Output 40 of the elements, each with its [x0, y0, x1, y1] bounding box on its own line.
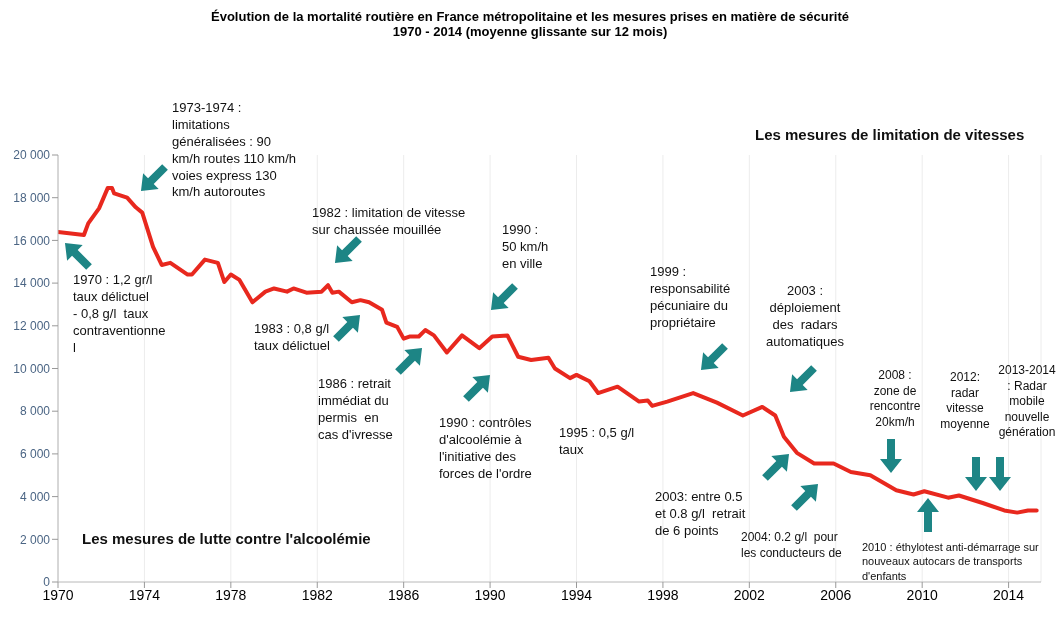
- annotation: 2008 : zone de rencontre 20km/h: [868, 368, 922, 431]
- annotation: 1983 : 0,8 g/l taux délictuel: [254, 321, 330, 355]
- annotation: 1990 : 50 km/h en ville: [502, 222, 549, 273]
- annotation: 1999 : responsabilité pécuniaire du propriétaire: [650, 264, 731, 332]
- y-tick-label: 18 000: [13, 190, 51, 205]
- x-tick-label: 2002: [733, 586, 766, 603]
- annotation: 2010 : éthylotest anti-démarrage sur nouveaux autocars de transports d'enfants: [862, 540, 1039, 583]
- x-tick-label: 1978: [215, 586, 247, 603]
- y-tick-label: 16 000: [13, 233, 51, 248]
- x-tick-label: 2014: [993, 586, 1025, 603]
- y-tick-label: 20 000: [13, 148, 51, 163]
- annotation: 1986 : retrait immédiat du permis en cas d'ivresse: [318, 376, 393, 444]
- annotation: 2012: radar vitesse moyenne: [940, 370, 990, 431]
- x-tick-label: 1998: [647, 586, 679, 603]
- y-tick-label: 14 000: [13, 276, 51, 291]
- annotation: 1970 : 1,2 gr/l taux délictuel - 0,8 g/l taux contraventionne l: [73, 272, 166, 357]
- annotation: Les mesures de lutte contre l'alcoolémie: [82, 529, 371, 549]
- y-tick-label: 12 000: [13, 319, 51, 334]
- annotation: 1995 : 0,5 g/l taux: [559, 425, 635, 459]
- x-tick-label: 2006: [820, 586, 852, 603]
- annotation: 2004: 0.2 g/l pour les conducteurs de: [741, 530, 842, 562]
- chart-subtitle: 1970 - 2014 (moyenne glissante sur 12 mois): [391, 24, 669, 39]
- x-tick-label: 1986: [388, 586, 420, 603]
- x-tick-label: 1974: [128, 586, 161, 603]
- annotation: 1973-1974 : limitations généralisées : 90 km/h routes 110 km/h voies express 130 km/h autoroutes: [172, 100, 297, 202]
- x-tick-label: 1990: [474, 586, 506, 603]
- x-tick-label: 2010: [906, 586, 938, 603]
- x-tick-label: 1994: [560, 586, 593, 603]
- annotation: 1990 : contrôles d'alcoolémie à l'initiative des forces de l'ordre: [439, 415, 532, 483]
- y-tick-label: 6 000: [19, 447, 51, 462]
- y-tick-label: 8 000: [19, 404, 51, 419]
- annotation: 2013-2014 : Radar mobile nouvelle génération: [998, 363, 1056, 440]
- y-tick-label: 10 000: [13, 361, 51, 376]
- text: Les mesures de limitation de vitesses: [755, 125, 1025, 145]
- chart-title: Évolution de la mortalité routière en France métropolitaine et les mesures prises en matière de sécurité: [210, 9, 850, 24]
- y-tick-label: 4 000: [19, 489, 51, 504]
- x-tick-label: 1982: [301, 586, 334, 603]
- annotation: 1982 : limitation de vitesse sur chaussée mouillée: [312, 205, 466, 239]
- annotation: 2003 : déploiement des radars automatiques: [764, 283, 846, 351]
- y-tick-label: 2 000: [19, 532, 51, 547]
